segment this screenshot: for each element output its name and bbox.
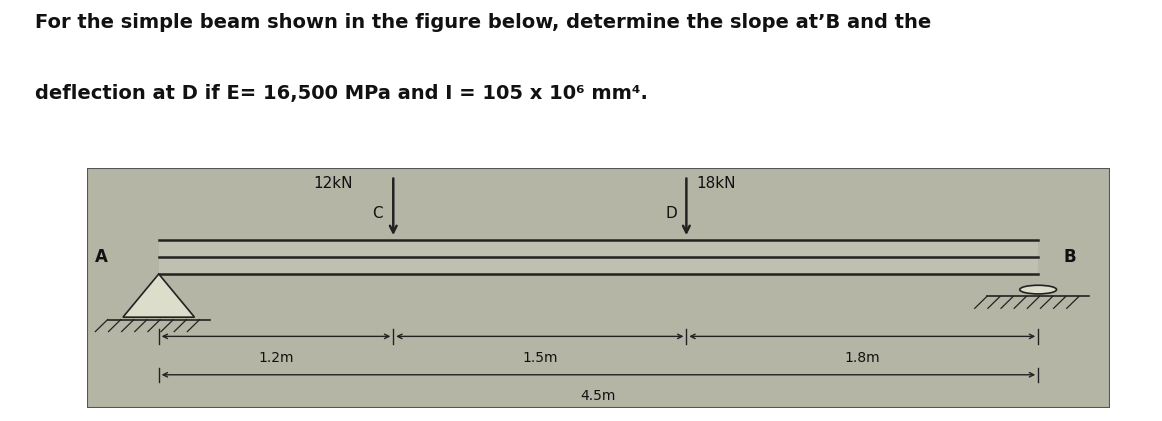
Text: D: D	[665, 206, 677, 221]
Text: 1.5m: 1.5m	[522, 351, 558, 365]
Text: 1.2m: 1.2m	[258, 351, 294, 365]
Text: C: C	[373, 206, 383, 221]
Text: B: B	[1063, 248, 1076, 266]
Text: 4.5m: 4.5m	[581, 389, 616, 403]
Text: 18kN: 18kN	[696, 176, 736, 191]
Text: deflection at D if E= 16,500 MPa and I = 105 x 10⁶ mm⁴.: deflection at D if E= 16,500 MPa and I =…	[35, 84, 647, 103]
Text: 1.8m: 1.8m	[845, 351, 880, 365]
Text: A: A	[95, 248, 108, 266]
Circle shape	[1020, 285, 1056, 294]
Text: For the simple beam shown in the figure below, determine the slope atʼB and the: For the simple beam shown in the figure …	[35, 13, 931, 32]
Polygon shape	[123, 274, 194, 317]
Bar	[159, 240, 1038, 274]
Text: 12kN: 12kN	[313, 176, 352, 191]
